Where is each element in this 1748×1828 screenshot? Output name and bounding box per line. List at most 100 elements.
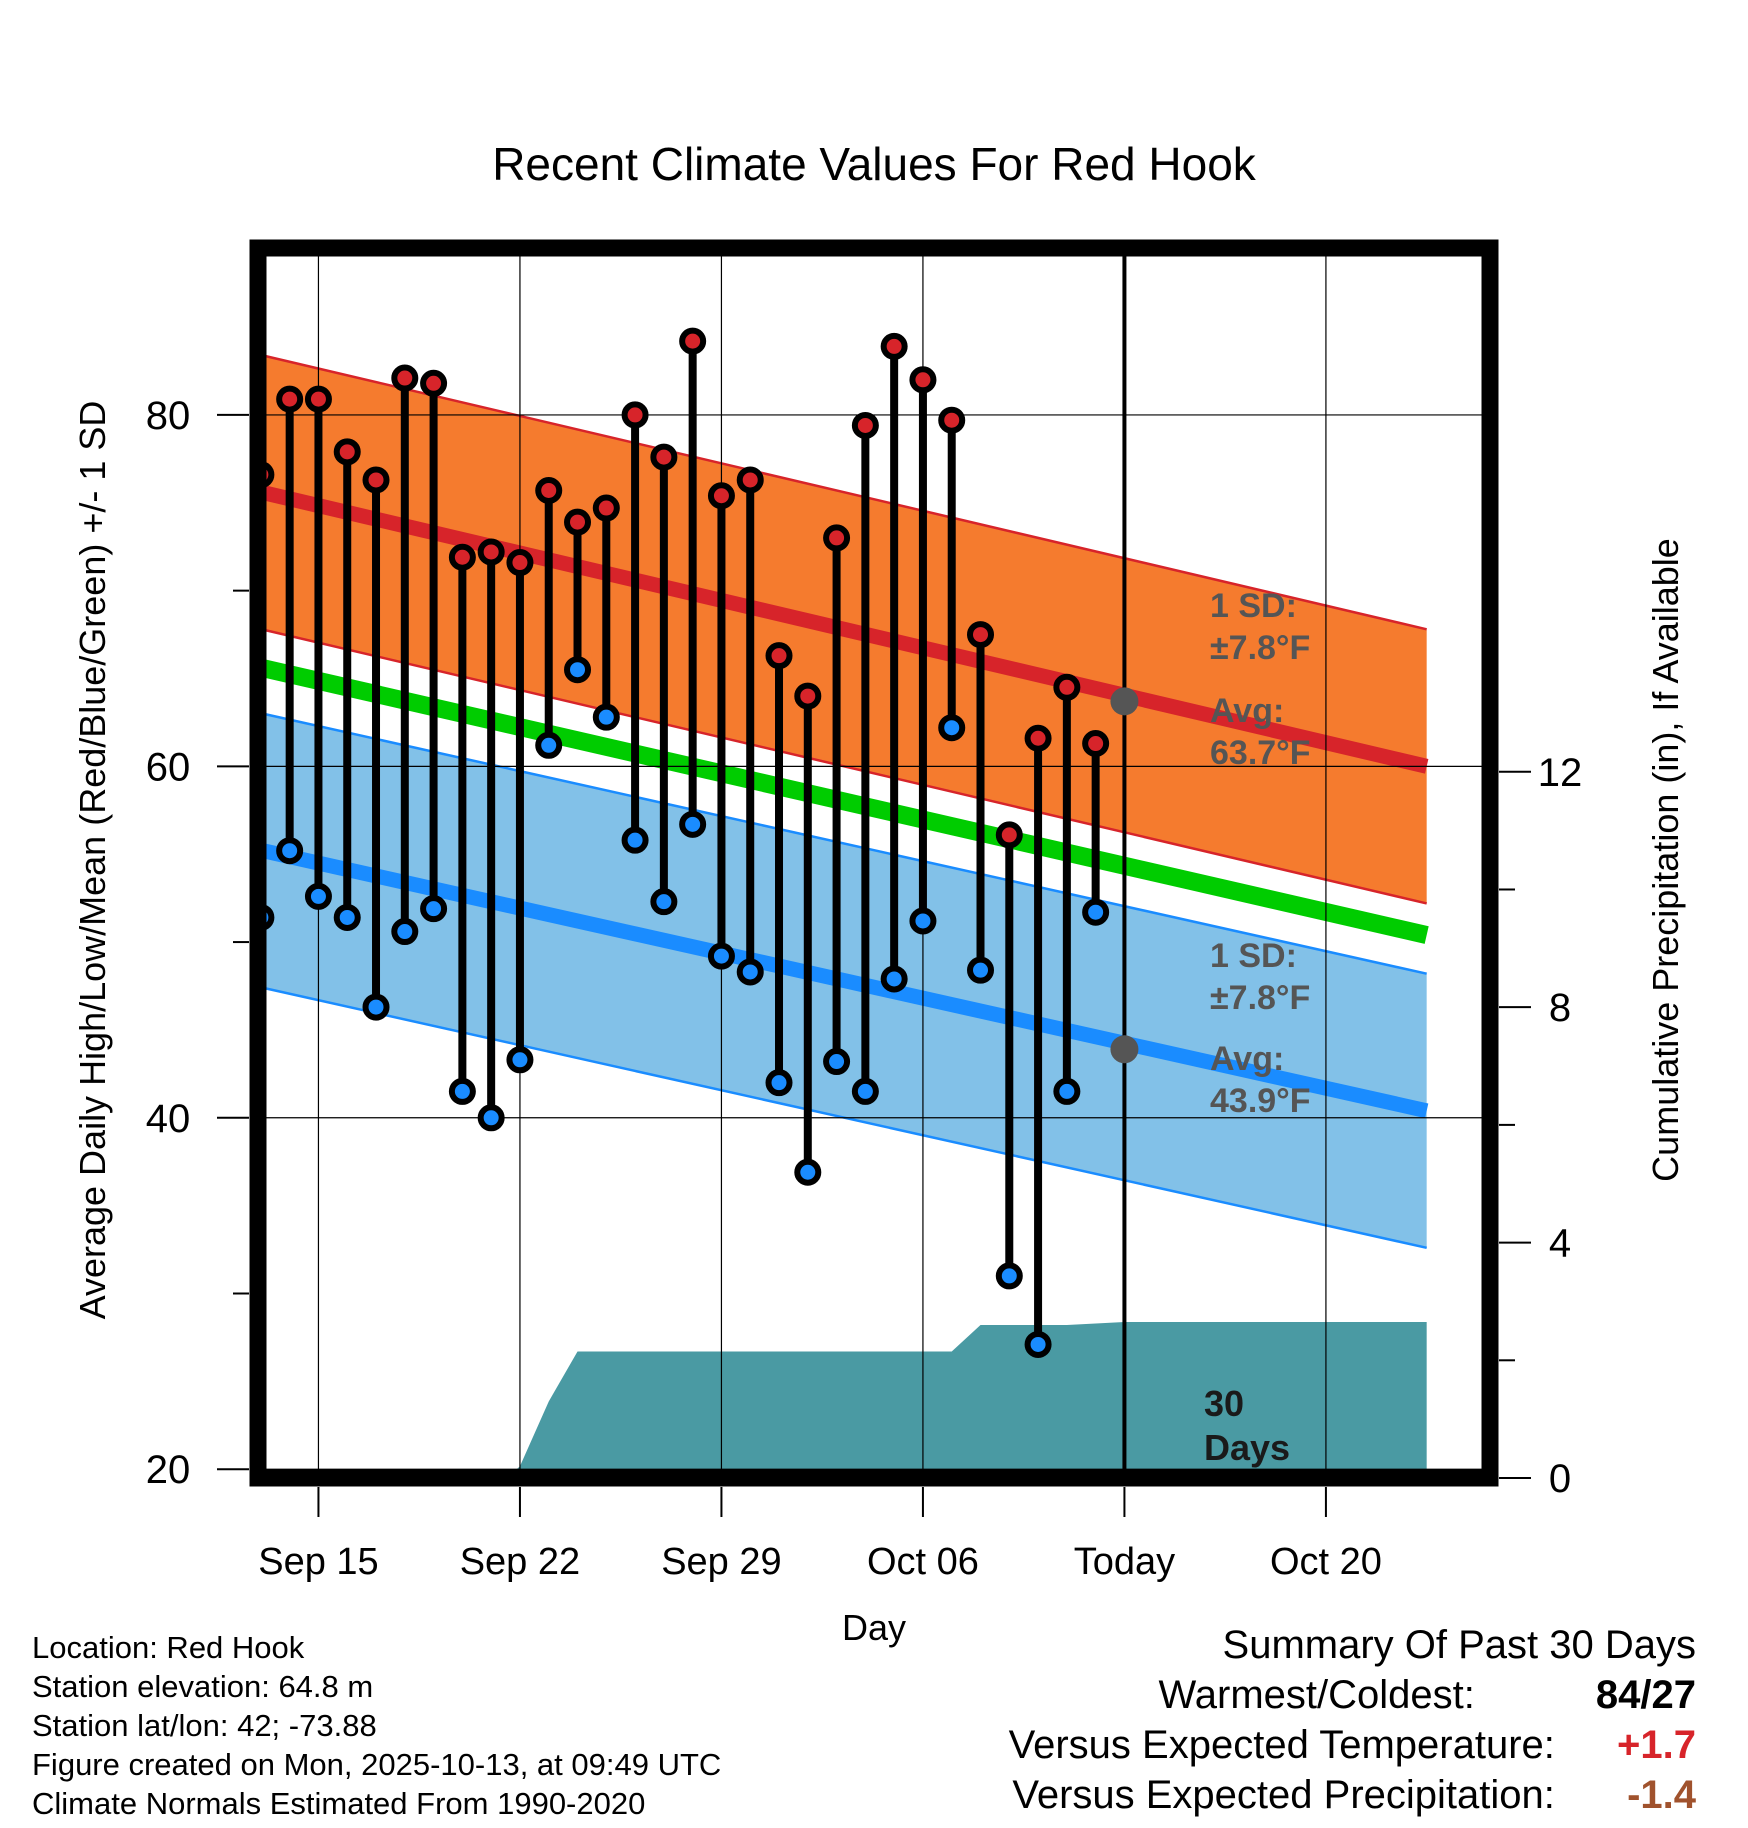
precip-area — [258, 1322, 1427, 1478]
summary-precip-row: Versus Expected Precipitation: -1.4 — [1009, 1770, 1696, 1820]
summary-panel: Summary Of Past 30 Days Warmest/Coldest:… — [1009, 1620, 1696, 1820]
climate-normals-period: Climate Normals Estimated From 1990-2020 — [32, 1786, 646, 1821]
low-avg-marker — [1110, 1035, 1139, 1064]
summary-temp-row: Versus Expected Temperature: +1.7 — [1009, 1720, 1696, 1770]
daily-low-point — [304, 882, 332, 910]
high-avg-marker — [1110, 687, 1139, 716]
low-band-lower-edge — [258, 985, 1427, 1250]
high-avg-value: 63.7°F — [1210, 734, 1311, 772]
daily-high-point — [1082, 730, 1110, 758]
daily-high-point — [276, 385, 304, 413]
daily-high-point — [304, 385, 332, 413]
station-info: Location: Red Hook Station elevation: 64… — [32, 1628, 721, 1823]
daily-low-point — [851, 1077, 879, 1105]
daily-low-point — [736, 958, 764, 986]
x-tick-label: Sep 15 — [258, 1541, 378, 1583]
daily-high-point — [823, 524, 851, 552]
x-axis-label: Day — [842, 1607, 906, 1648]
daily-low-point — [967, 956, 995, 984]
figure-created: Figure created on Mon, 2025-10-13, at 09… — [32, 1747, 722, 1782]
high-sd-value: ±7.8°F — [1210, 629, 1310, 667]
temp-versus-label: Versus Expected Temperature: — [1008, 1723, 1555, 1767]
y-tick-label: 60 — [146, 745, 191, 789]
plot-frame — [249, 239, 1499, 1487]
daily-low-point — [707, 942, 735, 970]
daily-low-point — [679, 810, 707, 838]
daily-high-point — [851, 411, 879, 439]
daily-high-point — [535, 476, 563, 504]
precip-versus-label: Versus Expected Precipitation: — [1012, 1773, 1555, 1817]
daily-low-point — [362, 993, 390, 1021]
x-tick-label: Sep 29 — [661, 1541, 781, 1583]
daily-low-point — [535, 731, 563, 759]
x-tick-label: Oct 20 — [1270, 1541, 1382, 1583]
daily-high-point — [967, 621, 995, 649]
precip-layer — [258, 1322, 1427, 1478]
coldest-value: 27 — [1651, 1673, 1697, 1717]
x-tick-label: Oct 06 — [867, 1541, 979, 1583]
daily-high-point — [1053, 673, 1081, 701]
chart-title: Recent Climate Values For Red Hook — [492, 138, 1257, 190]
low-avg-label: Avg: — [1210, 1040, 1284, 1078]
precip-versus-value: -1.4 — [1627, 1773, 1696, 1817]
daily-low-point — [995, 1262, 1023, 1290]
daily-low-point — [621, 826, 649, 854]
daily-low-point — [823, 1048, 851, 1076]
low-avg-value: 43.9°F — [1210, 1082, 1311, 1120]
daily-high-point — [420, 369, 448, 397]
daily-low-point — [765, 1069, 793, 1097]
daily-high-point — [679, 327, 707, 355]
axes: 20 40 60 80 0 4 8 12 Sep 15 Sep 22 Sep 29 Oct 06 Tod… — [146, 394, 1583, 1583]
daily-high-point — [1024, 724, 1052, 752]
y-tick-label: 20 — [146, 1448, 191, 1492]
high-sd-label: 1 SD: — [1210, 587, 1297, 625]
daily-high-point — [506, 549, 534, 577]
daily-high-point — [391, 364, 419, 392]
daily-high-point — [909, 366, 937, 394]
daily-high-point — [448, 543, 476, 571]
daily-high-point — [794, 682, 822, 710]
daily-high-point — [621, 401, 649, 429]
y-tick-label: 40 — [146, 1097, 191, 1141]
daily-low-point — [333, 903, 361, 931]
daily-low-point — [477, 1104, 505, 1132]
daily-high-point — [765, 642, 793, 670]
daily-high-point — [564, 508, 592, 536]
daily-observations — [258, 327, 1110, 1358]
annotation-text: 1 SD: ±7.8°F Avg: 63.7°F 1 SD: ±7.8°F Av… — [1204, 587, 1311, 1468]
y2-tick-label: 12 — [1538, 751, 1583, 795]
warm-cold-label: Warmest/Coldest: — [1158, 1673, 1475, 1717]
warm-cold-value: 84/27 — [1486, 1670, 1696, 1720]
x-tick-label: Sep 22 — [460, 1541, 580, 1583]
y-axis-label: Average Daily High/Low/Mean (Red/Blue/Gr… — [72, 401, 113, 1320]
summary-warm-cold-row: Warmest/Coldest: 84/27 — [1009, 1670, 1697, 1720]
daily-low-point — [564, 656, 592, 684]
daily-high-point — [736, 466, 764, 494]
daily-low-point — [1053, 1077, 1081, 1105]
daily-low-point — [938, 714, 966, 742]
low-sd-label: 1 SD: — [1210, 937, 1297, 975]
daily-low-point — [276, 837, 304, 865]
daily-high-point — [880, 332, 908, 360]
station-location: Location: Red Hook — [32, 1630, 305, 1665]
daily-high-point — [362, 466, 390, 494]
plot-area — [258, 248, 1490, 1478]
daily-high-point — [650, 443, 678, 471]
daily-high-point — [707, 482, 735, 510]
station-elevation: Station elevation: 64.8 m — [32, 1669, 374, 1704]
daily-low-point — [909, 907, 937, 935]
daily-low-point — [592, 703, 620, 731]
warmest-value: 84 — [1595, 1673, 1641, 1717]
window-label-line1: 30 — [1204, 1383, 1244, 1424]
daily-low-point — [1082, 898, 1110, 926]
daily-low-point — [506, 1046, 534, 1074]
daily-low-point — [420, 895, 448, 923]
annotation-marks — [1110, 687, 1139, 1064]
y2-tick-label: 8 — [1549, 986, 1571, 1030]
high-avg-label: Avg: — [1210, 692, 1284, 730]
x-tick-label: Today — [1074, 1541, 1175, 1583]
daily-low-point — [1024, 1330, 1052, 1358]
temp-versus-value: +1.7 — [1617, 1723, 1696, 1767]
daily-low-point — [448, 1077, 476, 1105]
